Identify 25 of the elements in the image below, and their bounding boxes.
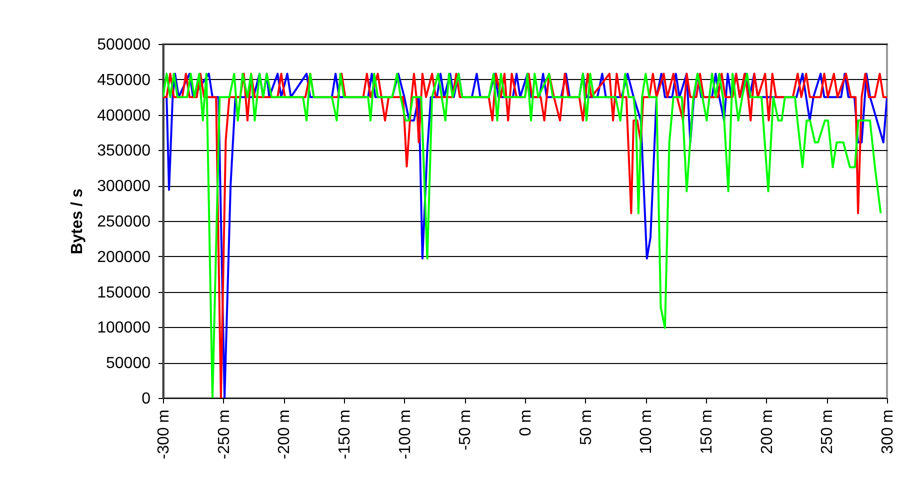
y-tick-label: 0 [142, 390, 151, 408]
x-tick-label: -250 m [216, 410, 233, 460]
x-tick-label: -300 m [156, 410, 172, 460]
x-tick-label: 200 m [758, 410, 776, 454]
y-tick-label: 300000 [97, 178, 151, 196]
x-tick-label: -50 m [457, 410, 474, 450]
x-tick-label: -200 m [276, 410, 294, 460]
x-tick-label: 50 m [578, 410, 595, 446]
x-tick-label: 250 m [819, 410, 836, 454]
x-tick-label: 300 m [880, 410, 896, 454]
x-tick-label: -150 m [336, 410, 354, 460]
y-tick-label: 450000 [97, 72, 151, 89]
y-tick-label: 250000 [97, 214, 151, 230]
y-axis-title: Bytes / s [69, 188, 86, 254]
y-tick-label: 350000 [97, 142, 151, 160]
y-tick-label: 150000 [97, 284, 151, 302]
x-tick-label: 150 m [698, 410, 716, 454]
y-tick-label: 100000 [97, 320, 151, 337]
y-tick-label: 50000 [106, 355, 151, 372]
y-tick-label: 200000 [97, 248, 151, 266]
x-tick-label: -100 m [396, 410, 414, 460]
x-tick-label: 0 m [518, 410, 534, 436]
y-tick-label: 400000 [97, 107, 151, 124]
x-tick-label: 100 m [638, 410, 656, 454]
y-tick-label: 500000 [97, 36, 151, 54]
